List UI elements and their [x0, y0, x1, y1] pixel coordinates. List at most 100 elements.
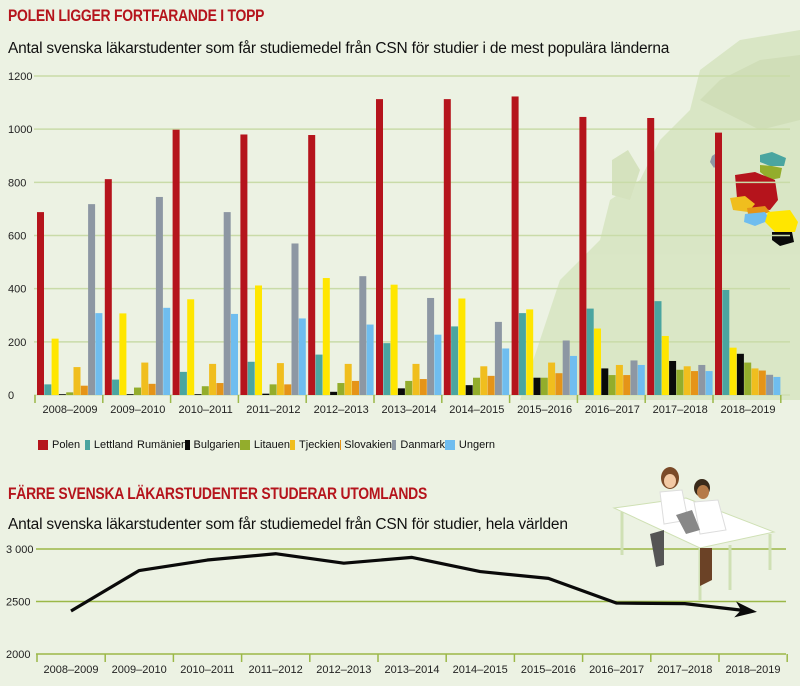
y-tick-label: 2000	[6, 649, 30, 661]
legend-label: Litauen	[253, 439, 290, 451]
bar-danmark	[88, 204, 96, 395]
legend-item-lettland: Lettland	[85, 439, 133, 451]
bar-tjeckien	[751, 368, 759, 395]
x-tick-label: 2009–2010	[110, 404, 165, 416]
bar-rumänien	[729, 347, 737, 395]
legend-label: Slovakien	[344, 439, 392, 451]
bar-polen	[172, 129, 180, 395]
bar-slovakien	[555, 373, 563, 395]
y-tick-label: 2500	[6, 597, 30, 609]
bar-rumänien	[458, 298, 466, 395]
bar-polen	[104, 179, 112, 395]
bar-slovakien	[419, 379, 427, 395]
bar-rumänien	[119, 313, 127, 395]
bar-rumänien	[255, 285, 262, 395]
bar-bulgarien	[194, 394, 202, 395]
y-tick-label: 1200	[8, 71, 32, 83]
bar-tjeckien	[73, 367, 81, 395]
bar-lettland	[315, 354, 323, 395]
bar-slovakien	[691, 371, 698, 395]
bar-bulgarien	[533, 377, 541, 395]
bar-litauen	[676, 369, 684, 395]
bar-lettland	[179, 371, 187, 395]
bar-lettland	[383, 343, 391, 395]
legend-swatch	[85, 440, 90, 450]
bar-danmark	[223, 212, 231, 395]
legend-swatch	[185, 440, 190, 450]
bar-slovakien	[80, 385, 88, 395]
bar-danmark	[766, 374, 774, 395]
female-student	[650, 467, 689, 567]
map-landmass	[520, 30, 800, 400]
bar-litauen	[405, 380, 413, 395]
bar-tjeckien	[412, 363, 420, 395]
legend-label: Lettland	[93, 439, 133, 451]
x-tick-label: 2016–2017	[589, 664, 644, 676]
bar-danmark	[155, 196, 163, 395]
bar-ungern	[434, 334, 442, 395]
bar-chart-title: POLEN LIGGER FORTFARANDE I TOPP	[8, 6, 265, 25]
y-tick-label: 200	[8, 337, 26, 349]
x-tick-label: 2008–2009	[43, 664, 98, 676]
bar-polen	[240, 134, 248, 395]
bar-lettland	[44, 384, 52, 395]
legend-item-ungern: Ungern	[445, 439, 495, 451]
x-tick-label: 2008–2009	[42, 404, 97, 416]
bar-tjeckien	[615, 364, 623, 395]
x-tick-label: 2013–2014	[381, 404, 436, 416]
bar-rumänien	[661, 335, 669, 395]
x-tick-label: 2012–2013	[314, 404, 369, 416]
x-tick-label: 2017–2018	[657, 664, 712, 676]
bar-rumänien	[390, 284, 398, 395]
bar-danmark	[359, 276, 367, 395]
legend-item-tjeckien: Tjeckien	[290, 439, 340, 451]
x-tick-label: 2011–2012	[246, 404, 300, 416]
bar-tjeckien	[683, 366, 691, 395]
x-tick-label: 2015–2016	[521, 664, 576, 676]
bar-litauen	[201, 386, 209, 395]
x-tick-label: 2018–2019	[720, 404, 775, 416]
line-series-hela-varlden	[70, 552, 742, 613]
bar-polen	[376, 99, 383, 395]
bar-bulgarien	[330, 391, 338, 395]
legend-swatch	[240, 440, 250, 450]
legend-item-rumänien: Rumänien	[133, 439, 188, 451]
bar-bulgarien	[669, 360, 677, 395]
bar-ungern	[366, 324, 374, 395]
bar-bulgarien	[601, 368, 609, 395]
x-tick-label: 2011–2012	[248, 664, 302, 676]
bar-polen	[511, 96, 519, 395]
bar-lettland	[112, 379, 120, 395]
legend-item-bulgarien: Bulgarien	[185, 439, 240, 451]
bar-polen	[443, 99, 451, 395]
bar-danmark	[427, 297, 435, 395]
bar-rumänien	[526, 309, 534, 395]
bar-lettland	[722, 289, 730, 395]
bar-bulgarien	[465, 385, 473, 395]
x-tick-label: 2010–2011	[178, 404, 232, 416]
bar-ungern	[95, 313, 103, 395]
bar-ungern	[502, 348, 510, 395]
bar-slovakien	[487, 375, 495, 395]
y-tick-label: 3 000	[6, 544, 34, 556]
bar-slovakien	[623, 375, 631, 395]
x-tick-label: 2016–2017	[585, 404, 640, 416]
bar-rumänien	[594, 328, 601, 395]
legend-label: Rumänien	[137, 439, 188, 451]
legend-item-polen: Polen	[38, 439, 85, 451]
legend-swatch	[290, 440, 296, 450]
bar-ungern	[637, 364, 645, 395]
bar-ungern	[570, 355, 577, 395]
bar-ungern	[231, 313, 238, 395]
legend-label: Polen	[52, 439, 81, 451]
bar-bulgarien	[736, 353, 744, 395]
bar-lettland	[586, 308, 594, 395]
y-tick-label: 800	[8, 177, 26, 189]
bar-lettland	[451, 326, 459, 395]
bar-tjeckien	[141, 362, 149, 395]
bar-polen	[37, 212, 44, 395]
trend-arrowhead	[734, 601, 757, 618]
x-tick-label: 2015–2016	[517, 404, 572, 416]
bar-lettland	[518, 313, 526, 395]
